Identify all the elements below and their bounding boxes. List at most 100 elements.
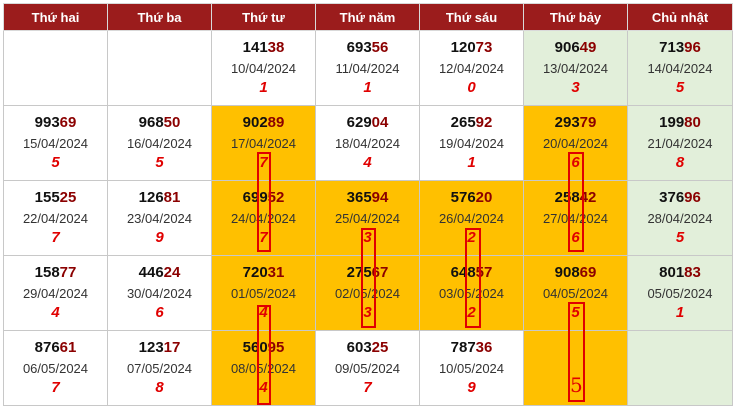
day-cell-thu: 36594 25/04/2024 3	[315, 180, 420, 256]
day-cell-sat: 90649 13/04/2024 3	[523, 30, 628, 106]
result-head-digits: 713	[659, 39, 685, 56]
result-count: 1	[259, 79, 268, 96]
day-cell-mon: 15525 22/04/2024 7	[3, 180, 108, 256]
result-number: 56095	[212, 339, 315, 357]
result-number: 64857	[420, 264, 523, 282]
day-cell-tue: 44624 30/04/2024 6	[107, 255, 212, 331]
result-number: 26592	[420, 114, 523, 132]
result-count: 7	[363, 379, 372, 396]
result-head-digits: 365	[346, 189, 372, 206]
result-date: 01/05/2024	[230, 286, 297, 301]
result-head-digits: 693	[346, 39, 372, 56]
result-number: 15525	[4, 189, 107, 207]
result-date: 04/05/2024	[542, 286, 609, 301]
day-cell-sun: 71396 14/04/2024 5	[627, 30, 733, 106]
result-number: 44624	[108, 264, 211, 282]
day-cell-mon	[3, 30, 108, 106]
result-number: 60325	[316, 339, 419, 357]
day-cell-wed: 56095 08/05/2024 4	[211, 330, 316, 406]
result-date: 27/04/2024	[542, 211, 609, 226]
result-count	[108, 79, 211, 97]
result-number	[524, 339, 627, 357]
day-cell-tue: 12317 07/05/2024 8	[107, 330, 212, 406]
result-tail-digits: 17	[163, 339, 181, 356]
header-monday: Thứ hai	[3, 3, 108, 31]
result-date: 25/04/2024	[334, 211, 401, 226]
day-cell-sun: 37696 28/04/2024 5	[627, 180, 733, 256]
result-tail-digits: 36	[475, 339, 493, 356]
week-row: 14138 10/04/2024 1 69356 11/04/2024 1 12073 12/…	[3, 30, 733, 106]
result-number: 72031	[212, 264, 315, 282]
result-head-digits: 158	[34, 264, 60, 281]
result-tail-digits: 92	[475, 114, 493, 131]
result-date: 07/05/2024	[126, 361, 193, 376]
result-date: 10/04/2024	[230, 61, 297, 76]
day-cell-thu: 69356 11/04/2024 1	[315, 30, 420, 106]
result-count: 2	[467, 304, 476, 321]
result-count: 5	[571, 304, 580, 321]
result-head-digits: 560	[242, 339, 268, 356]
day-cell-sat: 29379 20/04/2024 6	[523, 105, 628, 181]
result-tail-digits: 50	[163, 114, 181, 131]
result-head-digits: 258	[554, 189, 580, 206]
result-tail-digits: 67	[371, 264, 389, 281]
result-head-digits: 801	[659, 264, 685, 281]
result-count: 4	[363, 154, 372, 171]
result-tail-digits: 95	[267, 339, 285, 356]
header-thursday: Thứ năm	[315, 3, 420, 31]
day-cell-sun: 80183 05/05/2024 1	[627, 255, 733, 331]
day-cell-thu: 60325 09/05/2024 7	[315, 330, 420, 406]
result-number: 96850	[108, 114, 211, 132]
result-date: 18/04/2024	[334, 136, 401, 151]
result-head-digits: 968	[138, 114, 164, 131]
result-tail-digits: 89	[267, 114, 285, 131]
result-head-digits: 376	[659, 189, 685, 206]
result-number: 80183	[628, 264, 732, 282]
result-date: 19/04/2024	[438, 136, 505, 151]
day-cell-wed: 14138 10/04/2024 1	[211, 30, 316, 106]
result-count: 6	[571, 229, 580, 246]
day-cell-tue: 96850 16/04/2024 5	[107, 105, 212, 181]
day-cell-fri: 26592 19/04/2024 1	[419, 105, 524, 181]
result-count: 1	[467, 154, 476, 171]
result-number: 62904	[316, 114, 419, 132]
result-head-digits: 603	[346, 339, 372, 356]
header-wednesday: Thứ tư	[211, 3, 316, 31]
result-number: 25842	[524, 189, 627, 207]
day-cell-mon: 87661 06/05/2024 7	[3, 330, 108, 406]
result-tail-digits: 61	[59, 339, 77, 356]
result-count: 9	[155, 229, 164, 246]
result-number: 69356	[316, 39, 419, 57]
result-tail-digits: 20	[475, 189, 493, 206]
day-cell-sun	[627, 330, 733, 406]
result-tail-digits: 96	[684, 189, 701, 206]
result-count: 9	[467, 379, 476, 396]
header-saturday: Thứ bảy	[523, 3, 628, 31]
day-cell-mon: 15877 29/04/2024 4	[3, 255, 108, 331]
week-row: 99369 15/04/2024 5 96850 16/04/2024 5 90289 17/…	[3, 105, 733, 181]
result-count: 1	[675, 304, 685, 321]
result-head-digits: 993	[34, 114, 60, 131]
result-tail-digits: 69	[59, 114, 77, 131]
result-head-digits: 275	[346, 264, 372, 281]
result-tail-digits: 96	[684, 39, 701, 56]
result-tail-digits: 79	[579, 114, 597, 131]
result-date: 20/04/2024	[542, 136, 609, 151]
result-date: 11/04/2024	[335, 61, 400, 76]
result-count: 3	[363, 229, 372, 246]
result-number: 90649	[524, 39, 627, 57]
week-row: 15877 29/04/2024 4 44624 30/04/2024 6 72031 01/…	[3, 255, 733, 331]
result-number: 29379	[524, 114, 627, 132]
week-row: 87661 06/05/2024 7 12317 07/05/2024 8 56095 08/…	[3, 330, 733, 406]
result-count	[4, 79, 107, 97]
result-date: 28/04/2024	[647, 211, 713, 226]
result-tail-digits: 83	[684, 264, 701, 281]
result-count: 5	[155, 154, 164, 171]
result-count: 7	[259, 154, 268, 171]
result-head-digits: 265	[450, 114, 476, 131]
result-tail-digits: 80	[684, 114, 701, 131]
header-friday: Thứ sáu	[419, 3, 524, 31]
result-count: 7	[259, 229, 268, 246]
result-number: 15877	[4, 264, 107, 282]
